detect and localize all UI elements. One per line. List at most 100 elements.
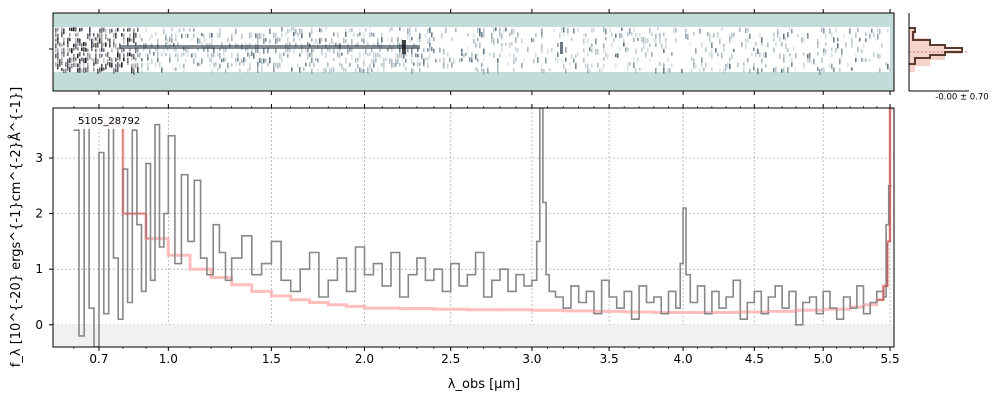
strip-pixel (123, 38, 125, 45)
strip-pixel (847, 63, 849, 68)
strip-pixel (239, 62, 241, 66)
strip-pixel (755, 42, 757, 46)
spectrum-point (136, 224, 138, 226)
strip-pixel (877, 33, 879, 40)
strip-pixel (409, 27, 411, 33)
strip-pixel (809, 52, 811, 58)
strip-pixel (243, 62, 245, 67)
strip-pixel (105, 42, 107, 47)
spectrum-point (682, 207, 684, 209)
strip-pixel (453, 58, 455, 64)
strip-pixel (513, 58, 515, 65)
strip-pixel (709, 33, 711, 38)
spectrum-point (167, 135, 169, 137)
strip-pixel (729, 57, 731, 62)
spectrum-point (458, 285, 460, 287)
strip-pixel (237, 58, 239, 62)
spectrum-point (623, 290, 625, 293)
strip-pixel (483, 28, 485, 34)
strip-pixel (263, 38, 265, 44)
strip-pixel (231, 63, 233, 67)
strip-pixel (259, 58, 261, 63)
strip-pixel (275, 32, 277, 38)
strip-pixel (363, 38, 365, 44)
strip-pixel (475, 42, 477, 48)
strip-pixel (621, 33, 623, 38)
strip-pixel (95, 42, 97, 48)
strip-pixel (635, 68, 637, 75)
strip-pixel (223, 57, 225, 62)
strip-pixel (357, 33, 359, 38)
strip-pixel (641, 47, 643, 53)
spectrum-point (781, 307, 783, 309)
strip-pixel (873, 52, 875, 58)
strip-pixel (855, 57, 857, 63)
spectrum-point (193, 179, 195, 181)
strip-pixel (83, 42, 85, 46)
spectrum-point (363, 274, 366, 276)
strip-pixel (447, 63, 449, 69)
residual-histogram-inset: -0.00 ± 0.70 (908, 13, 989, 103)
strip-pixel (99, 37, 101, 44)
strip-pixel (355, 67, 357, 73)
strip-pixel (69, 33, 71, 37)
strip-pixel (455, 27, 457, 33)
spectrum-point (631, 318, 633, 320)
strip-pixel (113, 38, 115, 45)
strip-pixel (399, 27, 401, 31)
strip-pixel (175, 53, 177, 57)
model-point (711, 311, 713, 314)
strip-pixel (287, 53, 289, 58)
spectrum-point (98, 151, 100, 154)
strip-pixel (163, 28, 165, 35)
strip-pixel (481, 68, 483, 72)
strip-pixel (275, 62, 277, 68)
spectrum-point (725, 296, 727, 298)
model-point (270, 295, 273, 297)
inset-histogram (909, 27, 963, 65)
strip-pixel (55, 32, 57, 37)
strip-pixel (423, 63, 425, 67)
strip-pixel (249, 53, 251, 59)
strip-pixel (91, 47, 93, 51)
strip-pixel (185, 33, 187, 38)
strip-pixel (377, 67, 379, 73)
strip-pixel (521, 62, 523, 69)
strip-pixel (85, 67, 87, 73)
strip-pixel (373, 63, 375, 68)
spectrum-point (112, 257, 115, 259)
strip-pixel (803, 52, 805, 56)
strip-pixel (197, 47, 199, 52)
strip-pixel (225, 57, 227, 62)
strip-pixel (67, 58, 69, 64)
strip-pixel (107, 38, 109, 42)
strip-pixel (55, 28, 57, 32)
strip-pixel (765, 63, 767, 68)
strip-pixel (115, 63, 117, 69)
strip-pixel (101, 42, 103, 49)
strip-pixel (505, 42, 507, 47)
spectrum-point (542, 201, 544, 204)
strip-pixel (575, 53, 577, 59)
strip-pixel (337, 48, 339, 54)
strip-pixel (309, 62, 311, 67)
strip-pixel (113, 42, 115, 48)
strip-pixel (201, 42, 203, 48)
strip-pixel (825, 33, 827, 40)
strip-pixel (141, 63, 143, 68)
strip-pixel (265, 37, 267, 42)
strip-pixel (99, 53, 101, 58)
strip-pixel (865, 32, 867, 36)
strip-pixel (191, 37, 193, 41)
strip-pixel (869, 58, 871, 62)
strip-pixel (123, 57, 125, 62)
strip-pixel (759, 32, 761, 38)
strip-pixel (411, 52, 413, 58)
strip-pixel (113, 32, 115, 38)
strip-pixel (615, 63, 617, 69)
strip-pixel (351, 27, 353, 33)
spectrum-point (585, 290, 587, 293)
strip-pixel (817, 38, 819, 44)
strip-pixel (99, 28, 101, 33)
strip-pixel (75, 27, 77, 32)
